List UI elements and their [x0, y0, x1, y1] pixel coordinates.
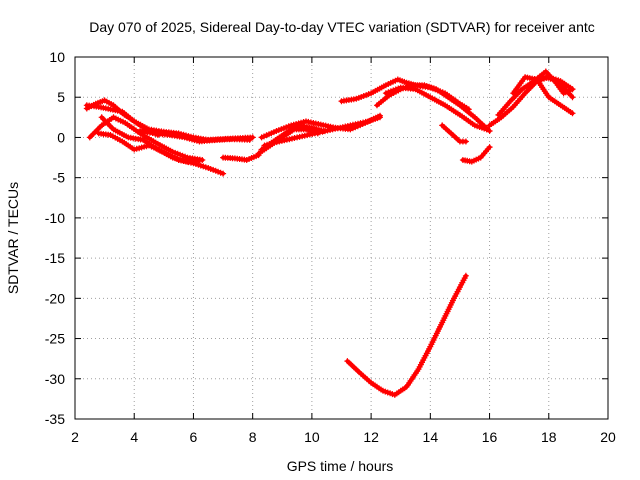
data-point [569, 86, 576, 93]
data-point [246, 136, 253, 143]
x-tick-label: 12 [363, 429, 379, 445]
series-arc15 [439, 122, 469, 145]
series-arc5 [95, 130, 227, 177]
data-point [462, 138, 469, 145]
series-arc20 [531, 68, 576, 97]
data-point [314, 130, 321, 137]
data-point [569, 110, 576, 117]
data-point [377, 114, 383, 121]
data-point [462, 272, 469, 279]
series-arc7 [220, 152, 262, 163]
x-tick-label: 6 [190, 429, 198, 445]
x-tick-label: 20 [600, 429, 616, 445]
y-tick-label: 5 [57, 89, 65, 105]
plot-frame [74, 56, 609, 420]
data-point [569, 94, 576, 101]
y-tick-label: -35 [45, 411, 65, 427]
plot-data [83, 68, 576, 398]
series-arc14 [382, 84, 490, 133]
series-arc6 [137, 128, 253, 145]
x-tick-label: 8 [249, 429, 257, 445]
series-arc16 [459, 144, 493, 165]
x-tick-label: 14 [423, 429, 439, 445]
chart-title: Day 070 of 2025, Sidereal Day-to-day VTE… [89, 19, 595, 35]
y-tick-label: -5 [53, 170, 66, 186]
series-arc11 [255, 126, 321, 157]
series-arc21 [344, 272, 469, 398]
data-point [483, 126, 490, 133]
y-tick-label: 0 [57, 129, 65, 145]
data-point [486, 144, 493, 151]
data-point [220, 170, 227, 177]
x-tick-label: 16 [482, 429, 498, 445]
y-tick-label: -10 [45, 210, 65, 226]
axis-ticks: 2 4 6 8 10 12 14 16 18 20 -35 -30 -25 -20 -15 -10 -5 0 5 10 [45, 49, 616, 445]
series-arc19 [510, 74, 576, 117]
y-axis-label: SDTVAR / TECUs [5, 182, 21, 294]
y-tick-label: -30 [45, 371, 65, 387]
x-tick-label: 2 [71, 429, 79, 445]
x-tick-label: 18 [541, 429, 557, 445]
x-tick-label: 10 [304, 429, 320, 445]
grid-lines [75, 57, 608, 419]
series-track [383, 85, 489, 132]
y-tick-label: 10 [49, 49, 65, 65]
y-tick-label: -20 [45, 290, 65, 306]
data-point [196, 157, 203, 163]
y-tick-label: -25 [45, 331, 65, 347]
y-tick-label: -15 [45, 250, 65, 266]
x-tick-label: 4 [130, 429, 138, 445]
x-axis-label: GPS time / hours [287, 458, 394, 474]
